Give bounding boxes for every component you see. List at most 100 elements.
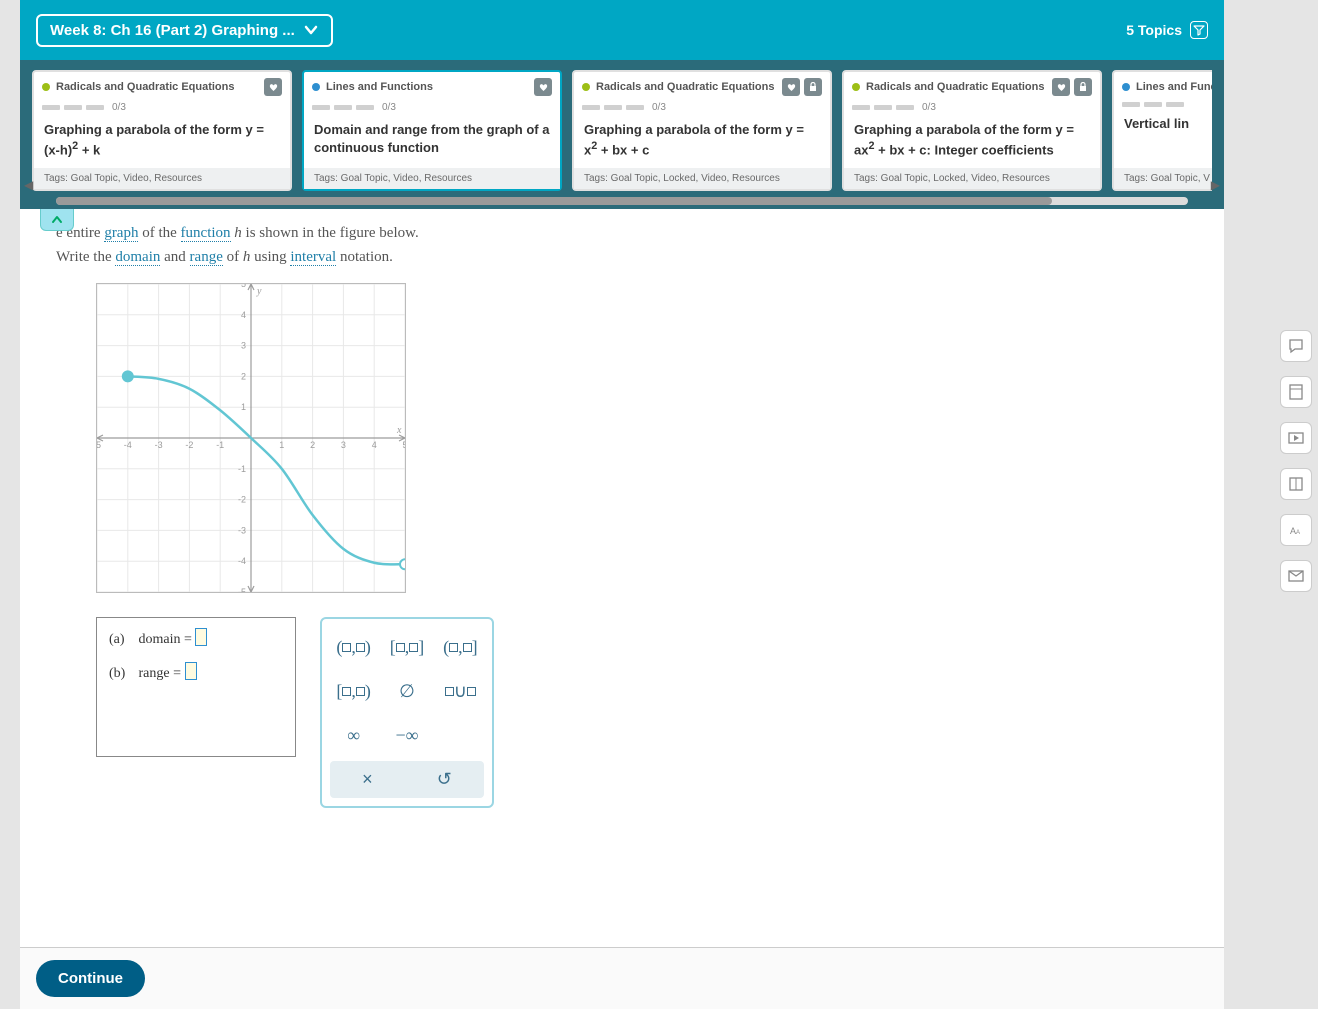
question-prompt: e entire graph of the function h is show… bbox=[56, 221, 1204, 269]
chat-icon[interactable] bbox=[1280, 330, 1312, 362]
topic-card[interactable]: Radicals and Quadratic Equations0/3Graph… bbox=[842, 70, 1102, 191]
main-content: e entire graph of the function h is show… bbox=[20, 209, 1224, 947]
svg-text:y: y bbox=[256, 286, 262, 297]
answer-row-domain: (a) domain = bbox=[109, 628, 283, 648]
svg-text:A: A bbox=[1296, 530, 1300, 536]
filter-icon[interactable] bbox=[1190, 21, 1208, 39]
calculator-icon[interactable] bbox=[1280, 376, 1312, 408]
topics-count: 5 Topics bbox=[1126, 21, 1208, 39]
prompt-text: of the bbox=[138, 225, 180, 241]
topic-card[interactable]: Lines and Functions Vertical linTags: Goa… bbox=[1112, 70, 1212, 191]
status-dot-icon bbox=[312, 83, 320, 91]
svg-text:-3: -3 bbox=[155, 440, 163, 450]
card-tags: Tags: Goal Topic, Video, Resources bbox=[304, 168, 560, 189]
palette-button[interactable]: [,) bbox=[336, 677, 371, 705]
svg-text:4: 4 bbox=[241, 310, 246, 320]
chevron-down-icon bbox=[303, 22, 319, 38]
card-title: Vertical lin bbox=[1114, 111, 1212, 168]
text-size-icon[interactable]: AA bbox=[1280, 514, 1312, 546]
scroll-right-icon[interactable]: ▶ bbox=[1211, 178, 1220, 192]
svg-text:-2: -2 bbox=[238, 495, 246, 505]
palette-button[interactable]: (,) bbox=[336, 633, 371, 661]
palette-button[interactable]: ∪ bbox=[445, 677, 476, 705]
dictionary-icon[interactable] bbox=[1280, 468, 1312, 500]
card-tags: Tags: Goal Topic, Locked, Video, Resourc… bbox=[574, 168, 830, 189]
week-label: Week 8: Ch 16 (Part 2) Graphing ... bbox=[50, 22, 295, 39]
scroll-left-icon[interactable]: ◀ bbox=[24, 178, 33, 192]
palette-button[interactable]: [,] bbox=[390, 633, 425, 661]
svg-text:-2: -2 bbox=[185, 440, 193, 450]
card-tags: Tags: Goal Topic, V bbox=[1114, 168, 1212, 189]
lock-icon bbox=[1074, 78, 1092, 96]
palette-reset[interactable]: ↺ bbox=[437, 769, 452, 790]
card-progress-text: 0/3 bbox=[652, 102, 666, 113]
domain-input[interactable] bbox=[195, 628, 207, 646]
cards-scrollbar-thumb[interactable] bbox=[56, 197, 1052, 205]
card-category: Radicals and Quadratic Equations bbox=[866, 81, 1045, 93]
card-progress-text: 0/3 bbox=[382, 102, 396, 113]
prompt-text: using bbox=[250, 249, 290, 265]
link-range[interactable]: range bbox=[190, 249, 223, 266]
link-function[interactable]: function bbox=[181, 225, 231, 242]
topic-card[interactable]: Lines and Functions 0/3 Domain and range f… bbox=[302, 70, 562, 191]
card-category: Lines and Functions bbox=[1136, 81, 1212, 93]
palette-button[interactable]: (,] bbox=[443, 633, 478, 661]
palette-button[interactable]: ∅ bbox=[399, 677, 415, 705]
card-progress: 0/3 bbox=[844, 102, 1100, 117]
continue-button[interactable]: Continue bbox=[36, 960, 145, 997]
link-graph[interactable]: graph bbox=[104, 225, 138, 242]
palette-button[interactable]: −∞ bbox=[396, 721, 419, 749]
svg-text:-5: -5 bbox=[238, 587, 246, 592]
tool-rail: AA bbox=[1274, 330, 1318, 592]
favorite-icon[interactable] bbox=[1052, 78, 1070, 96]
collapse-toggle[interactable] bbox=[40, 209, 74, 231]
status-dot-icon bbox=[42, 83, 50, 91]
palette-button[interactable]: ∞ bbox=[347, 721, 360, 749]
status-dot-icon bbox=[852, 83, 860, 91]
answer-a-label: (a) bbox=[109, 632, 135, 648]
prompt-text: is shown in the figure below. bbox=[242, 225, 419, 241]
footer: Continue bbox=[20, 947, 1224, 1009]
card-title: Graphing a parabola of the form y = x2 +… bbox=[574, 117, 830, 168]
range-input[interactable] bbox=[185, 662, 197, 680]
svg-text:2: 2 bbox=[310, 440, 315, 450]
card-category: Radicals and Quadratic Equations bbox=[596, 81, 775, 93]
card-progress: 0/3 bbox=[34, 102, 290, 117]
palette-clear[interactable]: × bbox=[362, 769, 373, 790]
favorite-icon[interactable] bbox=[782, 78, 800, 96]
topic-card[interactable]: Radicals and Quadratic Equations 0/3 Graph… bbox=[572, 70, 832, 191]
svg-text:-5: -5 bbox=[97, 440, 101, 450]
fn-name: h bbox=[234, 225, 242, 241]
mail-icon[interactable] bbox=[1280, 560, 1312, 592]
status-dot-icon bbox=[1122, 83, 1130, 91]
card-progress-text: 0/3 bbox=[922, 102, 936, 113]
favorite-icon[interactable] bbox=[534, 78, 552, 96]
answer-box: (a) domain = (b) range = bbox=[96, 617, 296, 757]
link-interval[interactable]: interval bbox=[290, 249, 336, 266]
prompt-text: notation. bbox=[336, 249, 393, 265]
svg-text:x: x bbox=[396, 425, 402, 436]
prompt-text: and bbox=[160, 249, 189, 265]
link-domain[interactable]: domain bbox=[115, 249, 160, 266]
symbol-palette: (,) [,] (,] [,) ∅ ∪ ∞ −∞ × ↺ bbox=[320, 617, 494, 808]
svg-text:1: 1 bbox=[279, 440, 284, 450]
card-progress: 0/3 bbox=[574, 102, 830, 117]
card-category: Lines and Functions bbox=[326, 81, 433, 93]
topic-cards-strip: Radicals and Quadratic Equations 0/3 Graph… bbox=[20, 60, 1224, 209]
topic-card[interactable]: Radicals and Quadratic Equations0/3Graph… bbox=[32, 70, 292, 191]
card-title: Domain and range from the graph of a con… bbox=[304, 117, 560, 168]
cards-scrollbar[interactable] bbox=[56, 197, 1188, 205]
card-category: Radicals and Quadratic Equations bbox=[56, 81, 235, 93]
svg-text:5: 5 bbox=[241, 284, 246, 289]
answer-a-text: domain = bbox=[139, 632, 192, 647]
svg-text:-4: -4 bbox=[124, 440, 132, 450]
week-selector[interactable]: Week 8: Ch 16 (Part 2) Graphing ... bbox=[36, 14, 333, 47]
svg-text:-1: -1 bbox=[216, 440, 224, 450]
answer-b-text: range = bbox=[139, 666, 182, 681]
video-icon[interactable] bbox=[1280, 422, 1312, 454]
answer-b-label: (b) bbox=[109, 666, 135, 682]
favorite-icon[interactable] bbox=[264, 78, 282, 96]
svg-text:3: 3 bbox=[241, 341, 246, 351]
svg-text:1: 1 bbox=[241, 403, 246, 413]
svg-text:4: 4 bbox=[372, 440, 377, 450]
